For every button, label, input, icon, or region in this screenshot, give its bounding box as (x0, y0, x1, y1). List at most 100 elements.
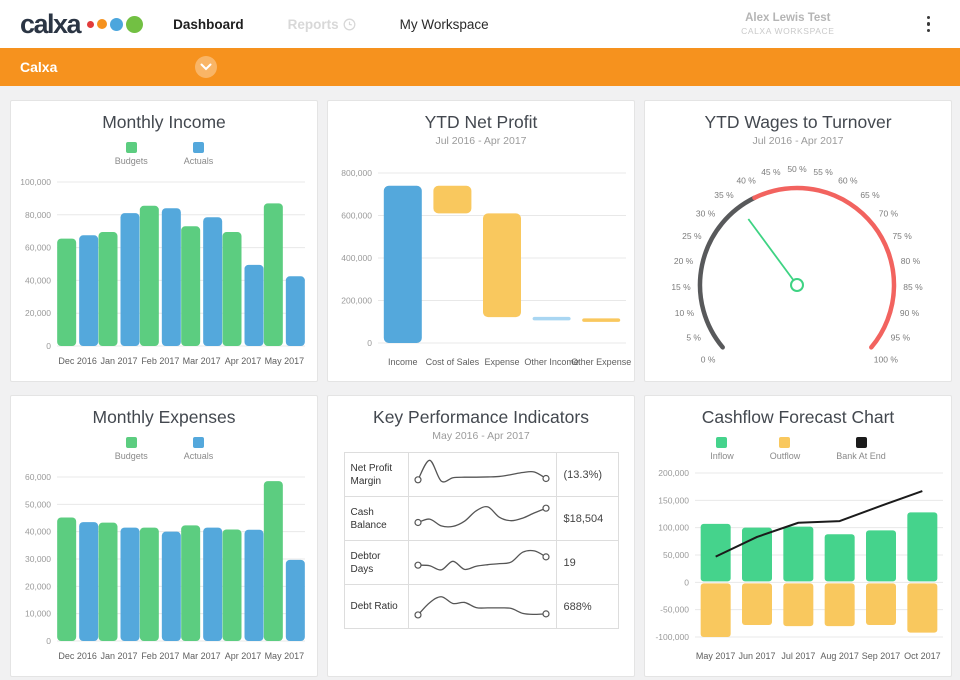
legend-swatch (779, 437, 791, 448)
legend-swatch (855, 437, 867, 448)
bar-inflow[interactable] (742, 527, 772, 582)
bar-outflow[interactable] (907, 583, 938, 633)
monthly-expenses-chart[interactable]: 0 10,000 20,000 30,000 40,000 50,000 60,000 Dec… (11, 461, 317, 676)
legend-item-budgets[interactable]: Budgets (115, 437, 148, 461)
bar-actuals[interactable] (79, 235, 99, 346)
line-bank-at-end[interactable] (715, 490, 923, 558)
panel-title: Monthly Expenses (92, 407, 236, 427)
gauge-needle[interactable] (747, 218, 798, 286)
chevron-down-icon[interactable] (195, 56, 217, 78)
bar-actuals[interactable] (285, 559, 305, 641)
svg-text:5 %: 5 % (686, 333, 701, 343)
waterfall-bar[interactable] (483, 213, 521, 318)
bar-budgets[interactable] (139, 527, 159, 641)
svg-text:70 %: 70 % (879, 209, 899, 219)
panel-subtitle: May 2016 - Apr 2017 (432, 430, 530, 442)
waterfall-bar[interactable] (383, 185, 422, 343)
panel-cashflow-forecast: Cashflow Forecast Chart Inflow Outflow Ban… (644, 395, 952, 677)
legend-item-actuals[interactable]: Actuals (184, 437, 213, 461)
nav-item-my-workspace[interactable]: My Workspace (400, 17, 489, 32)
waterfall-bar[interactable] (532, 316, 571, 321)
user-menu[interactable]: Alex Lewis Test CALXA WORKSPACE (741, 12, 834, 36)
bar-budgets[interactable] (222, 529, 242, 641)
svg-text:May 2017: May 2017 (696, 651, 736, 661)
bar-actuals[interactable] (161, 208, 181, 346)
bar-budgets[interactable] (139, 205, 159, 346)
legend-swatch (193, 437, 204, 448)
bar-actuals[interactable] (79, 522, 99, 641)
bar-budgets[interactable] (222, 232, 242, 346)
bar-budgets[interactable] (181, 226, 201, 346)
bar-actuals[interactable] (244, 529, 264, 641)
legend-item-inflow[interactable]: Inflow (710, 437, 734, 461)
monthly-income-chart[interactable]: 0 20,000 40,000 60,000 80,000 100,000 Dec 2016… (11, 166, 317, 381)
bar-budgets[interactable] (263, 203, 283, 346)
bar-budgets[interactable] (57, 517, 77, 641)
legend-item-bank-at-end[interactable]: Bank At End (836, 437, 886, 461)
bar-actuals[interactable] (161, 531, 181, 641)
nav-item-dashboard[interactable]: Dashboard (173, 17, 244, 32)
cashflow-chart[interactable]: -100,000 -50,000 0 50,000 100,000 150,000 200,… (645, 461, 951, 676)
dashboard-grid: Monthly Income Budgets Actuals 0 20,000 40,… (0, 86, 960, 677)
svg-text:60,000: 60,000 (25, 243, 51, 253)
bar-actuals[interactable] (120, 213, 140, 346)
nav-item-reports[interactable]: Reports (288, 17, 356, 32)
kpi-sparkline-cell (407, 496, 557, 541)
svg-text:Feb 2017: Feb 2017 (141, 651, 179, 661)
bar-outflow[interactable] (866, 583, 896, 625)
svg-text:80 %: 80 % (901, 256, 921, 266)
bar-outflow[interactable] (742, 583, 772, 625)
bar-inflow[interactable] (700, 523, 731, 582)
kpi-value: $18,504 (555, 496, 619, 541)
bar-outflow[interactable] (700, 583, 731, 637)
legend-label: Outflow (769, 451, 801, 461)
gauge-zone (697, 195, 757, 350)
legend-label: Bank At End (836, 451, 886, 461)
bar-outflow[interactable] (783, 583, 814, 627)
user-name: Alex Lewis Test (745, 12, 831, 24)
calxa-logo[interactable]: calxa (20, 9, 144, 40)
legend-item-budgets[interactable]: Budgets (115, 142, 148, 166)
bar-actuals[interactable] (244, 264, 264, 346)
wages-gauge-chart[interactable]: 0 % 5 % 10 % 15 % 20 % 25 % 30 % 35 % 40 % 45 % 50… (645, 147, 951, 381)
bar-budgets[interactable] (57, 238, 77, 346)
kebab-menu-icon[interactable] (923, 12, 935, 37)
svg-text:Mar 2017: Mar 2017 (183, 651, 221, 661)
bar-actuals[interactable] (120, 527, 140, 641)
svg-text:-50,000: -50,000 (660, 605, 689, 615)
bar-actuals[interactable] (203, 527, 223, 641)
bar-budgets[interactable] (181, 525, 201, 641)
sparkline (413, 504, 550, 528)
main-nav: Dashboard Reports My Workspace (173, 17, 489, 32)
svg-text:Oct 2017: Oct 2017 (904, 651, 941, 661)
bar-budgets[interactable] (98, 232, 118, 346)
bar-actuals[interactable] (285, 276, 305, 346)
kpi-label: Net Profit Margin (343, 452, 409, 497)
kpi-value: 688% (555, 584, 619, 629)
svg-text:35 %: 35 % (714, 190, 734, 200)
bar-inflow[interactable] (866, 530, 896, 582)
svg-text:20,000: 20,000 (25, 581, 51, 591)
legend-item-outflow[interactable]: Outflow (769, 437, 801, 461)
bar-actuals[interactable] (203, 217, 223, 346)
waterfall-bar[interactable] (433, 185, 472, 214)
legend-item-actuals[interactable]: Actuals (184, 142, 213, 166)
panel-subtitle: Jul 2016 - Apr 2017 (435, 135, 527, 147)
svg-text:Dec 2016: Dec 2016 (58, 651, 97, 661)
bar-outflow[interactable] (824, 583, 855, 627)
bar-budgets[interactable] (263, 481, 283, 641)
waterfall-bar[interactable] (582, 318, 621, 322)
bar-inflow[interactable] (824, 534, 855, 582)
bar-budgets[interactable] (98, 522, 118, 641)
chart-monthly-income: 0 20,000 40,000 60,000 80,000 100,000 Dec 2016… (20, 177, 305, 366)
kpi-sparkline-cell (407, 584, 557, 629)
chart-ytd-wages-to-turnover: 0 % 5 % 10 % 15 % 20 % 25 % 30 % 35 %40 % 45 % 50… (671, 164, 923, 365)
svg-text:30 %: 30 % (696, 209, 716, 219)
svg-text:60,000: 60,000 (25, 472, 51, 482)
kpi-value: 19 (555, 540, 619, 585)
bar-inflow[interactable] (783, 526, 814, 582)
panel-ytd-net-profit: YTD Net Profit Jul 2016 - Apr 2017 0 200,… (327, 100, 635, 382)
bar-inflow[interactable] (907, 512, 938, 582)
ytd-net-profit-chart[interactable]: 0 200,000 400,000 600,000 800,000 Income Cost … (328, 147, 634, 381)
legend-swatch (125, 437, 137, 448)
